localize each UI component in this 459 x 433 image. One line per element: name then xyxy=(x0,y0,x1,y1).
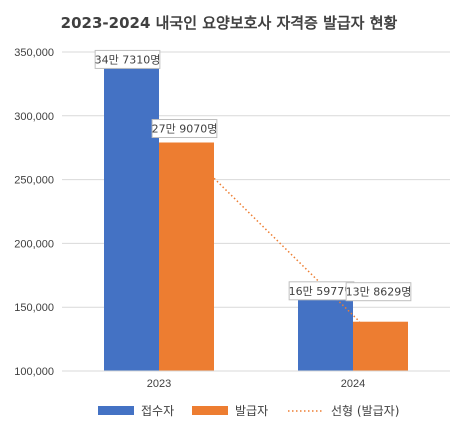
x-tick-label: 2023 xyxy=(147,378,171,390)
y-tick-label: 300,000 xyxy=(14,111,54,123)
legend-label: 발급자 xyxy=(235,404,268,418)
data-label-text: 34만 7310명 xyxy=(95,53,161,66)
y-tick-label: 150,000 xyxy=(14,302,54,314)
data-label-box xyxy=(151,119,218,139)
x-axis: 2023 2024 xyxy=(62,370,450,390)
y-tick-label: 200,000 xyxy=(14,238,54,250)
bar-발급자-2023 xyxy=(159,142,214,371)
legend-item-trendline: 선형 (발급자) xyxy=(288,404,399,418)
y-tick-label: 250,000 xyxy=(14,175,54,187)
data-labels: 34만 7310명 16만 5977명 27만 9070명 13만 8629명 xyxy=(94,49,412,302)
bar-발급자-2024 xyxy=(353,321,408,371)
data-label-발급자-2024: 13만 8629명 xyxy=(345,282,412,302)
legend-item-발급자: 발급자 xyxy=(192,404,268,418)
legend-swatch xyxy=(192,406,228,415)
legend: 접수자 발급자 선형 (발급자) xyxy=(98,404,399,418)
data-label-접수자-2023: 34만 7310명 xyxy=(94,49,161,69)
data-label-접수자-2024: 16만 5977명 xyxy=(289,281,355,301)
trendline-line xyxy=(210,174,361,323)
y-axis: 100,000 150,000 200,000 250,000 300,000 350,0… xyxy=(14,47,54,378)
data-label-box xyxy=(94,49,161,69)
legend-label: 접수자 xyxy=(141,404,174,418)
y-tick-label: 350,000 xyxy=(14,47,54,59)
data-label-발급자-2023: 27만 9070명 xyxy=(151,119,218,139)
bars xyxy=(104,55,408,372)
trendline xyxy=(210,174,361,323)
data-label-text: 27만 9070명 xyxy=(152,123,218,136)
legend-label: 선형 (발급자) xyxy=(331,404,399,418)
x-tick-label: 2024 xyxy=(341,378,365,390)
data-label-box xyxy=(345,282,412,302)
legend-item-접수자: 접수자 xyxy=(98,404,174,418)
legend-swatch xyxy=(98,406,134,415)
bar-접수자-2024 xyxy=(298,286,353,371)
bar-접수자-2023 xyxy=(104,55,159,372)
data-label-text: 13만 8629명 xyxy=(346,286,412,299)
chart-title: 2023-2024 내국인 요양보호사 자격증 발급자 현황 xyxy=(61,14,398,32)
data-label-text: 16만 5977명 xyxy=(289,285,355,298)
y-tick-label: 100,000 xyxy=(14,366,54,378)
